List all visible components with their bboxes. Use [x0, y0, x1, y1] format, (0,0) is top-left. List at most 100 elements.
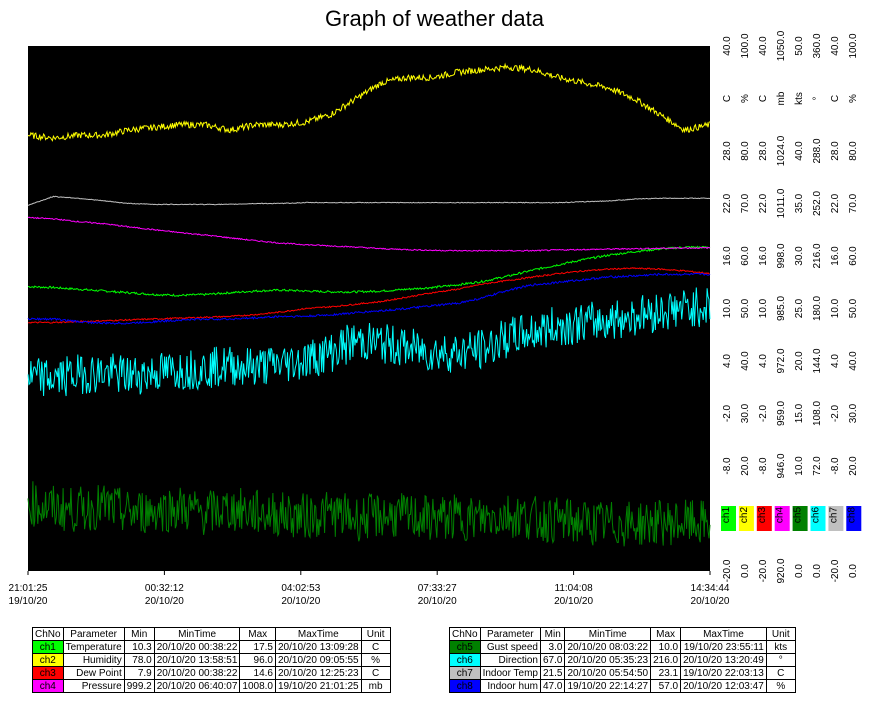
y-tick-label: 28.0 [830, 141, 841, 161]
channel-cell: ch6 [449, 653, 481, 667]
y-tick-label: 28.0 [722, 141, 733, 161]
y-tick-label: 80.0 [740, 141, 751, 161]
col-header: ChNo [449, 627, 481, 641]
series-group [27, 62, 711, 547]
plot-area [28, 46, 710, 571]
y-tick-label: 10.0 [830, 298, 841, 318]
table-row: ch8 Indoor hum 47.0 19/10/20 22:14:27 57.0 20… [449, 679, 796, 693]
y-tick-label: 998.0 [776, 243, 787, 268]
channel-cell: ch2 [32, 653, 64, 667]
x-tick-date: 20/10/20 [554, 596, 593, 607]
maxtime-cell: 20/10/20 09:05:55 [274, 653, 362, 667]
y-tick-label: 50.0 [740, 298, 751, 318]
y-tick-label: 4.0 [758, 354, 769, 368]
y-tick-label: 108.0 [812, 401, 823, 426]
stats-table-right: ChNo Parameter Min MinTime Max MaxTime U… [449, 627, 796, 693]
channel-cell: ch1 [32, 640, 64, 654]
unit-cell: ° [765, 653, 796, 667]
y-tick-label: 30.0 [794, 246, 805, 266]
mintime-cell: 20/10/20 00:38:22 [153, 640, 241, 654]
y-tick-label: 28.0 [758, 141, 769, 161]
series-line-ch5 [27, 481, 711, 547]
legend-label-ch4: ch4 [775, 507, 786, 524]
unit-cell: C [765, 666, 796, 680]
max-cell: 216.0 [650, 653, 682, 667]
min-cell: 7.9 [123, 666, 155, 680]
x-tick-date: 20/10/20 [691, 596, 730, 607]
y-tick-label: 22.0 [722, 193, 733, 213]
mintime-cell: 20/10/20 08:03:22 [564, 640, 652, 654]
y-tick-label: 100.0 [848, 33, 859, 58]
parameter-cell: Pressure [62, 679, 125, 693]
col-header: Parameter [62, 627, 125, 641]
x-tick-date: 20/10/20 [281, 596, 320, 607]
channel-cell: ch8 [449, 679, 481, 693]
legend-label-ch6: ch6 [811, 507, 822, 524]
y-tick-label: -8.0 [722, 457, 733, 475]
unit-cell: % [765, 679, 796, 693]
y-tick-label: 0.0 [848, 564, 859, 578]
min-cell: 10.3 [123, 640, 155, 654]
legend-label-ch3: ch3 [757, 507, 768, 524]
y-tick-label: 50.0 [848, 298, 859, 318]
y-tick-label: 15.0 [794, 403, 805, 423]
y-tick-label: 180.0 [812, 296, 823, 321]
x-tick-time: 00:32:12 [145, 583, 184, 594]
min-cell: 999.2 [123, 679, 155, 693]
max-cell: 10.0 [650, 640, 682, 654]
y-tick-label: kts [794, 92, 805, 105]
y-tick-label: 16.0 [830, 246, 841, 266]
maxtime-cell: 20/10/20 13:20:49 [680, 653, 767, 667]
table-row: ch1 Temperature 10.3 20/10/20 00:38:22 17.5 2… [32, 640, 391, 654]
y-tick-label: mb [776, 91, 787, 105]
legend-swatch-ch4 [774, 506, 790, 531]
y-tick-label: 959.0 [776, 401, 787, 426]
parameter-cell: Humidity [62, 653, 125, 667]
unit-cell: % [360, 653, 391, 667]
y-tick-label: 288.0 [812, 138, 823, 163]
col-header: Parameter [479, 627, 541, 641]
col-header: Min [123, 627, 155, 641]
legend-swatch-ch3 [756, 506, 772, 531]
legend-swatch-ch1 [721, 506, 736, 531]
maxtime-cell: 20/10/20 13:09:28 [274, 640, 362, 654]
x-axis: 21:01:25 19/10/20 00:32:12 20/10/20 04:02:53… [9, 571, 730, 607]
y-tick-label: % [740, 94, 751, 103]
x-tick-date: 20/10/20 [418, 596, 457, 607]
legend-label-ch5: ch5 [793, 507, 804, 524]
max-cell: 1008.0 [239, 679, 276, 693]
y-tick-label: 4.0 [722, 354, 733, 368]
parameter-cell: Dew Point [62, 666, 125, 680]
y-tick-label: 10.0 [794, 456, 805, 476]
y-tick-label: 1024.0 [776, 135, 787, 166]
channel-cell: ch5 [449, 640, 481, 654]
col-header: MinTime [564, 627, 652, 641]
y-tick-label: 25.0 [794, 298, 805, 318]
y-tick-label: 0.0 [812, 564, 823, 578]
col-header: ChNo [32, 627, 64, 641]
legend-swatch-ch8 [846, 506, 862, 531]
max-cell: 17.5 [239, 640, 276, 654]
series-line-ch1 [27, 245, 711, 297]
x-tick-time: 04:02:53 [281, 583, 320, 594]
y-tick-label: 1050.0 [776, 30, 787, 61]
legend-label-ch8: ch8 [846, 507, 857, 524]
series-line-ch2 [27, 62, 711, 142]
maxtime-cell: 19/10/20 22:03:13 [680, 666, 767, 680]
table-header-row: ChNo Parameter Min MinTime Max MaxTime U… [32, 627, 391, 641]
unit-cell: mb [360, 679, 391, 693]
y-tick-label: 30.0 [740, 403, 751, 423]
unit-cell: C [360, 666, 391, 680]
y-tick-label: 16.0 [758, 246, 769, 266]
y-tick-label: 70.0 [740, 193, 751, 213]
stats-table-left: ChNo Parameter Min MinTime Max MaxTime U… [32, 627, 391, 693]
col-header: MinTime [153, 627, 241, 641]
mintime-cell: 20/10/20 05:35:23 [564, 653, 652, 667]
y-tick-label: 40.0 [740, 351, 751, 371]
legend-swatch-ch2 [738, 506, 754, 531]
mintime-cell: 19/10/20 22:14:27 [564, 679, 652, 693]
max-cell: 57.0 [650, 679, 682, 693]
min-cell: 21.5 [539, 666, 566, 680]
y-tick-label: -8.0 [758, 457, 769, 475]
series-line-ch6 [27, 287, 711, 397]
